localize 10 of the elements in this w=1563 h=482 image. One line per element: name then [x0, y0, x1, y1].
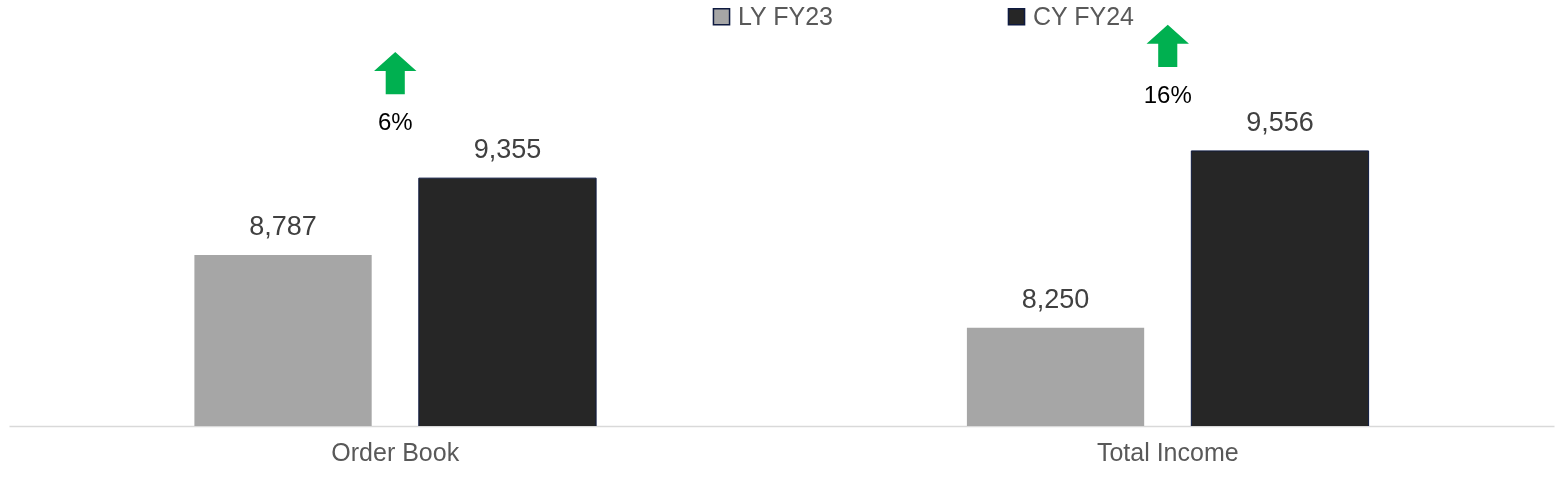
text: 16% [1143, 80, 1192, 108]
x-tick-label: Total Income [1096, 437, 1239, 466]
text: 6% [377, 108, 413, 136]
data-label: 9,355 [473, 134, 542, 165]
data-label: 9,556 [1246, 106, 1314, 137]
legend-label: LY FY23 [738, 1, 833, 30]
legend-label: CY FY24 [1033, 1, 1135, 30]
x-tick-label: Order Book [331, 437, 460, 466]
data-label: 8,250 [1021, 283, 1090, 314]
data-label: 8,787 [249, 211, 317, 242]
